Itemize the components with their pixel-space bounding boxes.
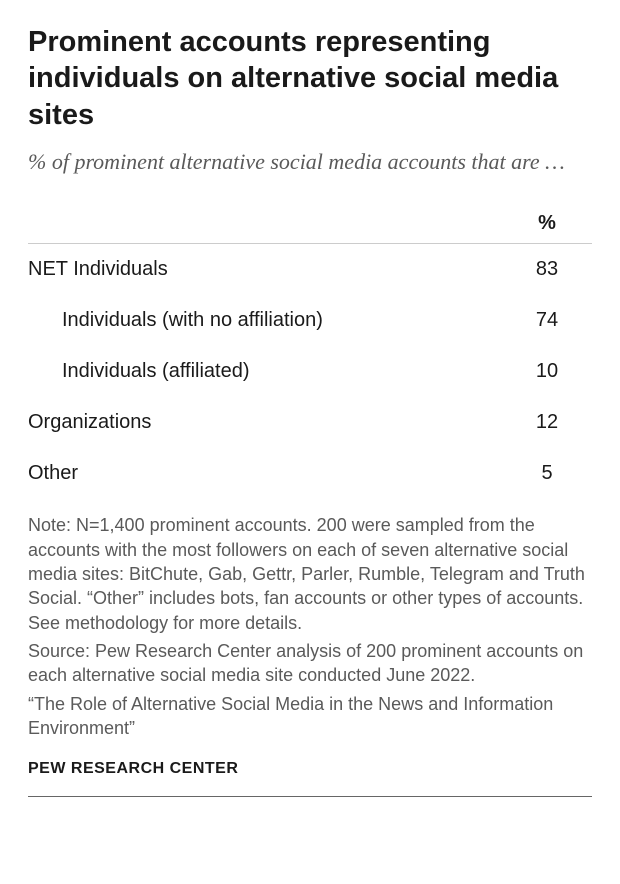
row-label: Other — [28, 462, 502, 485]
table-body: NET Individuals83Individuals (with no af… — [28, 244, 592, 499]
table-row: Organizations12 — [28, 397, 592, 448]
table-row: Individuals (with no affiliation)74 — [28, 295, 592, 346]
chart-subtitle: % of prominent alternative social media … — [28, 147, 592, 177]
source-text: Source: Pew Research Center analysis of … — [28, 639, 592, 688]
attribution-text: PEW RESEARCH CENTER — [28, 760, 592, 778]
row-value: 74 — [502, 309, 592, 332]
table-header-percent: % — [502, 212, 592, 235]
data-table: % NET Individuals83Individuals (with no … — [28, 212, 592, 499]
row-value: 83 — [502, 258, 592, 281]
row-label: Individuals (with no affiliation) — [28, 309, 502, 332]
note-text: Note: N=1,400 prominent accounts. 200 we… — [28, 513, 592, 634]
row-label: Organizations — [28, 411, 502, 434]
quote-text: “The Role of Alternative Social Media in… — [28, 692, 592, 741]
table-header-empty — [28, 212, 502, 235]
table-row: NET Individuals83 — [28, 244, 592, 295]
table-row: Individuals (affiliated)10 — [28, 346, 592, 397]
row-value: 5 — [502, 462, 592, 485]
row-value: 12 — [502, 411, 592, 434]
row-value: 10 — [502, 360, 592, 383]
chart-container: Prominent accounts representing individu… — [28, 24, 592, 797]
row-label: Individuals (affiliated) — [28, 360, 502, 383]
chart-title: Prominent accounts representing individu… — [28, 24, 592, 133]
row-label: NET Individuals — [28, 258, 502, 281]
table-header-row: % — [28, 212, 592, 244]
table-row: Other5 — [28, 448, 592, 499]
